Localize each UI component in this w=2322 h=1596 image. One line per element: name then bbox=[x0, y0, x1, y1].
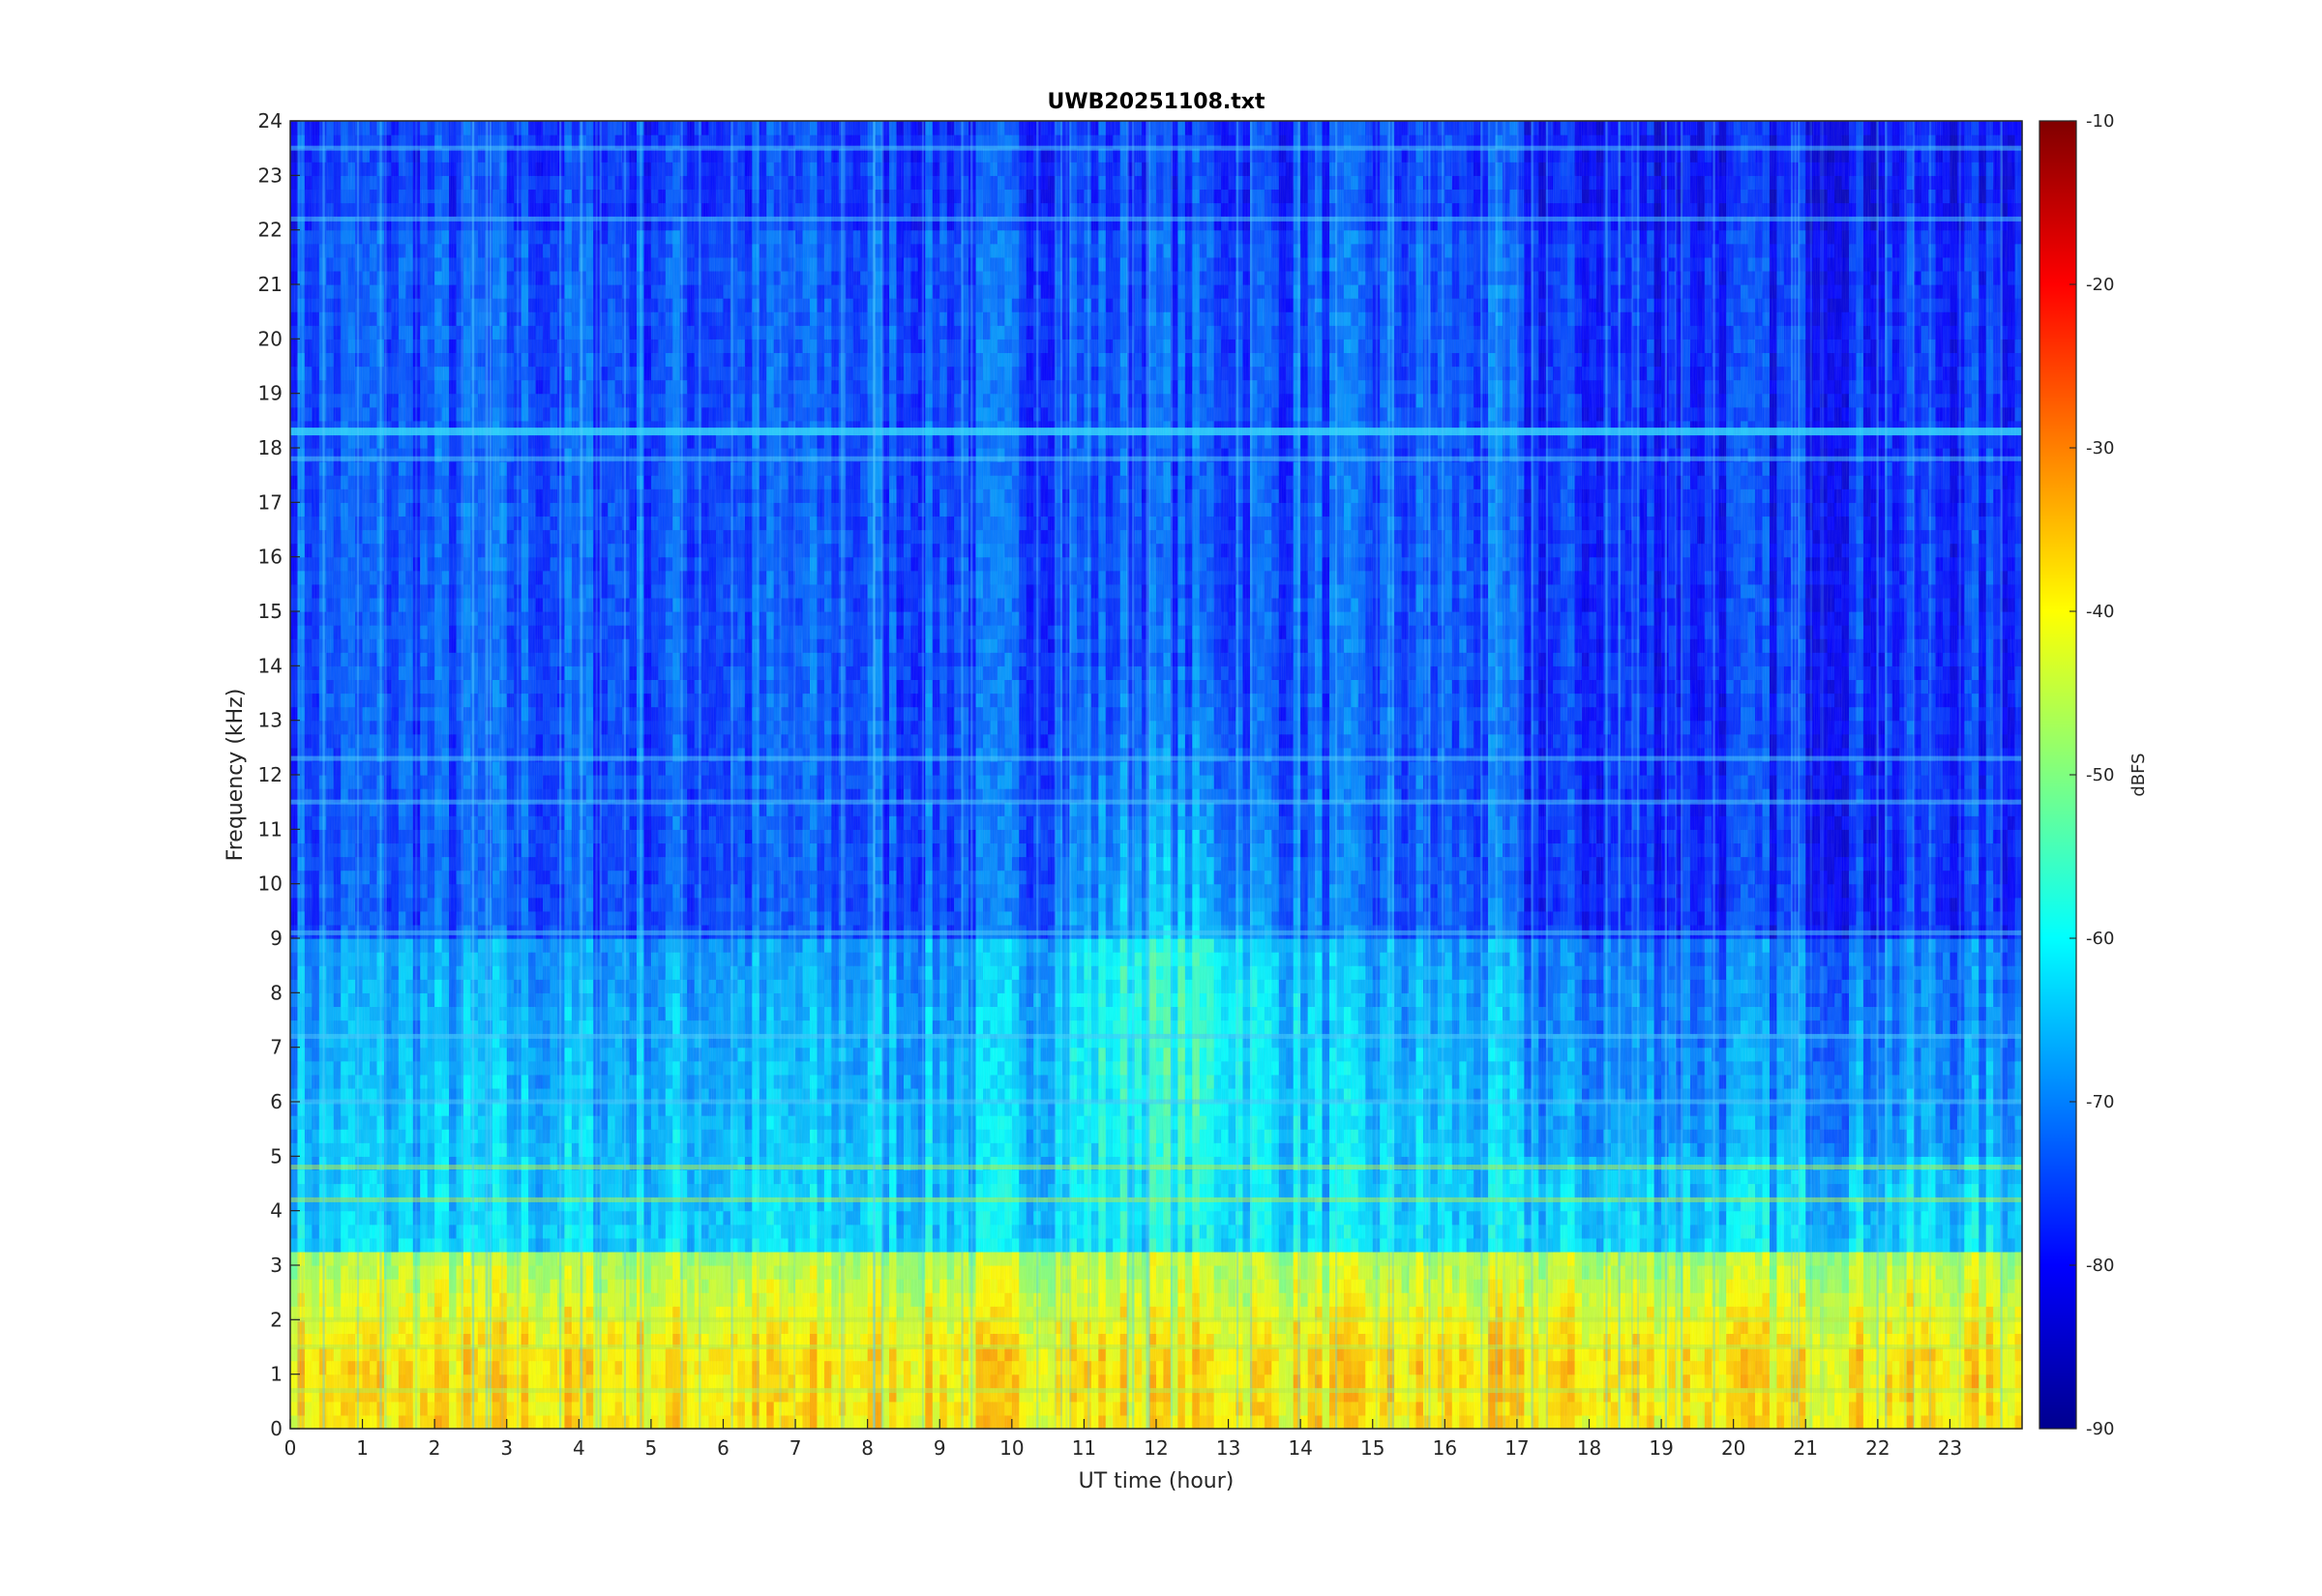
plot-area bbox=[289, 120, 2023, 1430]
chart-title: UWB20251108.txt bbox=[1048, 90, 1265, 114]
